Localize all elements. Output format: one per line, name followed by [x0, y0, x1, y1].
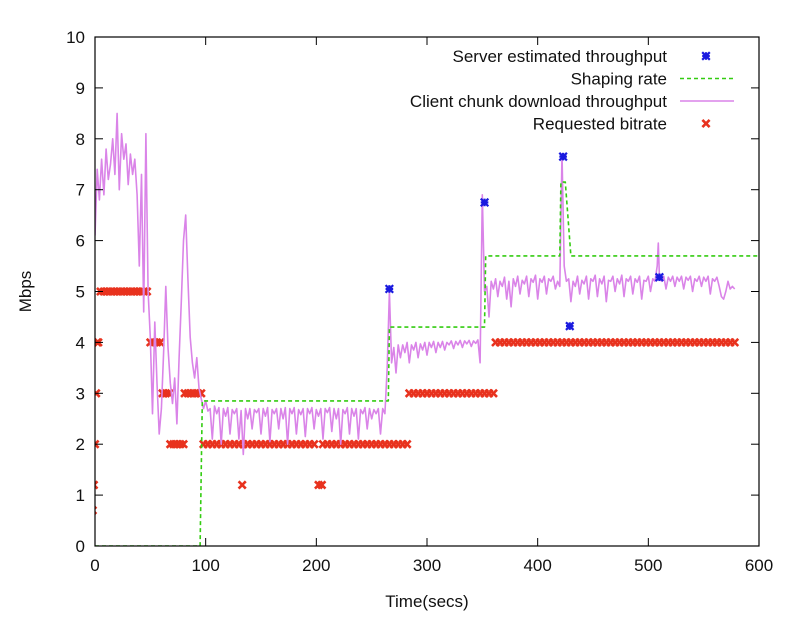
y-tick-label: 2: [76, 435, 85, 454]
series-requested-bitrate: [95, 286, 740, 515]
requested-bitrate-point: [155, 337, 165, 347]
series-server-estimated-throughput: [384, 152, 664, 331]
x-tick-label: 300: [413, 556, 441, 575]
requested-bitrate-point: [309, 439, 319, 449]
server-estimated-throughput-point: [384, 284, 394, 294]
series-client-chunk-download-throughput: [95, 112, 736, 456]
y-tick-label: 4: [76, 333, 85, 352]
requested-bitrate-point: [95, 480, 99, 490]
plot-area: [95, 112, 759, 546]
x-tick-label: 200: [302, 556, 330, 575]
requested-bitrate-point: [237, 480, 247, 490]
y-tick-label: 10: [66, 28, 85, 47]
client-chunk-download-throughput-line: [95, 112, 736, 456]
server-estimated-throughput-point: [479, 197, 490, 208]
plot-frame: [94, 36, 760, 547]
requested-bitrate-point: [488, 388, 498, 398]
x-tick-label: 400: [523, 556, 551, 575]
server-estimated-throughput-point: [654, 272, 664, 282]
axes: 0 100 200 300 400 500 600 0 1 2 3 4 5 6 7 8 9 10: [66, 28, 773, 575]
y-tick-label: 1: [76, 486, 85, 505]
y-tick-label: 0: [76, 537, 85, 556]
requested-bitrate-point: [402, 439, 412, 449]
x-tick-label: 500: [634, 556, 662, 575]
server-estimated-throughput-point: [558, 152, 568, 162]
y-axis-title: Mbps: [16, 271, 35, 313]
shaping-rate-line: [95, 181, 759, 546]
legend-label: Server estimated throughput: [452, 47, 667, 66]
x-axis-title: Time(secs): [385, 592, 468, 611]
y-tick-label: 5: [76, 283, 85, 302]
server-estimated-throughput-point: [565, 321, 575, 331]
y-tick-label: 6: [76, 232, 85, 251]
y-tick-label: 9: [76, 79, 85, 98]
x-tick-label: 600: [745, 556, 773, 575]
series-shaping-rate: [95, 181, 759, 546]
x-tick-label: 0: [90, 556, 99, 575]
legend-label: Client chunk download throughput: [410, 92, 667, 111]
requested-bitrate-point: [730, 337, 740, 347]
y-tick-label: 8: [76, 130, 85, 149]
legend-label: Requested bitrate: [533, 115, 667, 134]
legend-item-requested-bitrate: Requested bitrate: [533, 115, 711, 134]
x-tick-label: 100: [191, 556, 219, 575]
requested-bitrate-point: [179, 439, 189, 449]
legend-item-shaping-rate: Shaping rate: [571, 70, 734, 89]
requested-bitrate-point: [317, 480, 327, 490]
legend-item-server-estimated-throughput: Server estimated throughput: [452, 47, 711, 66]
y-tick-label: 3: [76, 384, 85, 403]
legend-swatch: [701, 118, 711, 129]
legend: Server estimated throughput Shaping rate C…: [410, 47, 734, 134]
y-tick-label: 7: [76, 181, 85, 200]
legend-item-client-chunk-download-throughput: Client chunk download throughput: [410, 92, 734, 111]
requested-bitrate-point: [95, 439, 100, 449]
legend-swatch: [701, 51, 711, 61]
legend-label: Shaping rate: [571, 70, 667, 89]
